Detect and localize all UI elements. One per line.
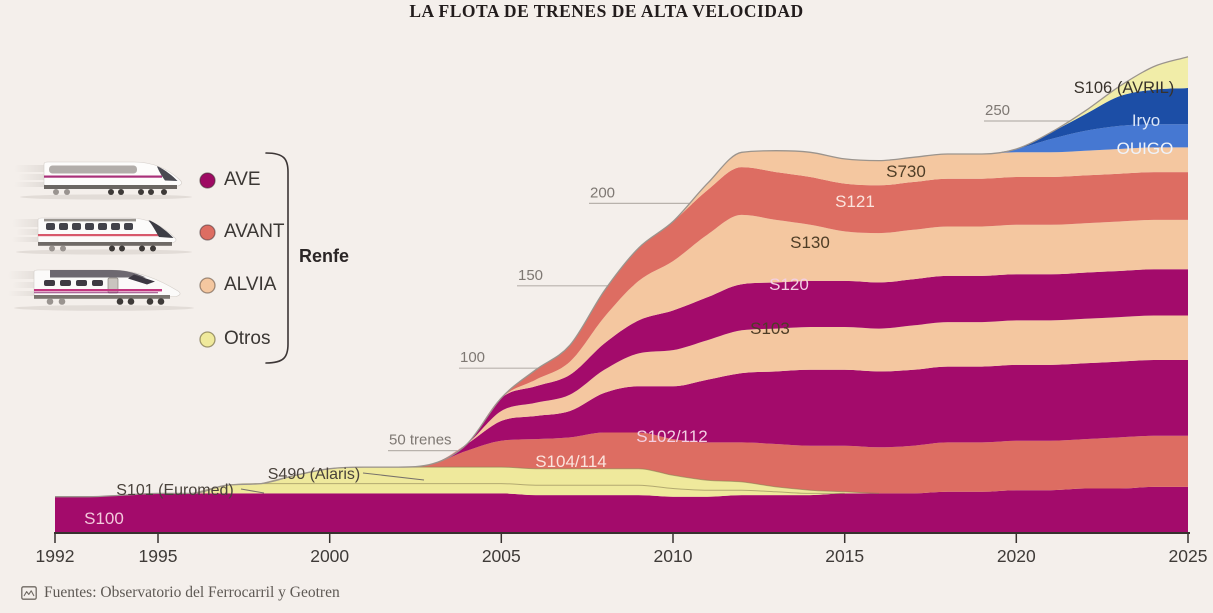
legend-item-otros: Otros: [199, 327, 270, 351]
series-label-s104_114: S104/114: [535, 452, 607, 471]
area-s103: [55, 315, 1188, 497]
legend-label-alvia: ALVIA: [224, 274, 277, 295]
legend-item-avant: AVANT: [199, 220, 285, 244]
roof-band: [44, 218, 136, 222]
avant-train-illustration: [12, 217, 192, 255]
wheels: [109, 245, 156, 252]
gridline-label-200: 200: [590, 184, 615, 201]
legend-item-alvia: ALVIA: [199, 273, 276, 297]
leader-s101_euromed: [240, 488, 265, 494]
series-label-s121: S121: [835, 192, 875, 211]
source-text: Fuentes: Observatorio del Ferrocarril y …: [44, 584, 340, 601]
window-row: [44, 280, 103, 286]
window-band: [49, 165, 137, 174]
livery-stripe: [34, 289, 162, 292]
underframe: [34, 295, 170, 299]
train-shadow: [20, 194, 192, 200]
window-row: [46, 223, 133, 230]
livery-stripe-thin: [34, 292, 158, 294]
windshield: [157, 166, 178, 181]
area-s490_alaris: [55, 467, 1188, 497]
series-label-s490_alaris: S490 (Alaris): [268, 466, 360, 483]
alvia-train-illustration: [8, 269, 194, 311]
ave-train-illustration: [14, 161, 192, 200]
x-axis: 1992 1995 2000 2005 2010 2015 2020 2025: [36, 532, 1208, 566]
x-tick-label-1992: 1992: [36, 546, 75, 566]
underframe: [38, 242, 172, 246]
series-label-s100: S100: [84, 509, 124, 528]
x-tick-label-2005: 2005: [482, 546, 521, 566]
series-labels: S100 S101 (Euromed) S490 (Alaris) S104/114 S…: [84, 79, 1174, 528]
area-s130: [55, 214, 1188, 497]
series-label-s106_avril: S106 (AVRIL): [1074, 79, 1175, 97]
wheels-faded: [49, 245, 66, 252]
train-shadow: [16, 249, 192, 255]
livery-stripe: [44, 175, 162, 178]
area-s104_114: [55, 432, 1188, 497]
legend-label-avant: AVANT: [224, 221, 285, 242]
livery-stripe: [38, 234, 164, 237]
source-footer: Fuentes: Observatorio del Ferrocarril y …: [21, 584, 340, 602]
total-envelope-line: [55, 56, 1189, 498]
series-label-s102_112: S102/112: [636, 427, 708, 446]
series-label-s130: S130: [790, 233, 830, 252]
series-label-s101_euromed: S101 (Euromed): [116, 482, 233, 499]
renfe-brand-label: Renfe: [299, 246, 350, 266]
roof-band: [50, 270, 146, 278]
area-iryo: [55, 88, 1188, 497]
alvia-color-dot: [199, 276, 216, 294]
stacked-areas: [55, 56, 1188, 533]
ave-color-dot: [199, 171, 216, 189]
area-s102_112: [55, 360, 1188, 497]
windshield: [148, 220, 174, 238]
windshield: [128, 274, 155, 285]
x-tick-label-2000: 2000: [310, 546, 349, 566]
area-s101_euromed: [55, 483, 1188, 497]
wheels: [116, 298, 165, 305]
area-s120: [55, 269, 1188, 497]
avant-color-dot: [199, 223, 216, 241]
legend-label-ave: AVE: [224, 169, 261, 190]
gridline-label-250: 250: [985, 102, 1010, 119]
gridline-label-50: 50 trenes: [389, 432, 452, 449]
otros-color-dot: [199, 330, 216, 348]
underframe: [44, 185, 177, 189]
x-tick-label-2015: 2015: [825, 546, 864, 566]
legend-label-otros: Otros: [224, 328, 271, 349]
leader-s490_alaris: [362, 472, 425, 481]
train-shadow: [14, 305, 194, 311]
gridline-label-150: 150: [518, 267, 543, 284]
wheels-faded: [53, 189, 70, 195]
image-icon: [21, 586, 37, 600]
legend-item-ave: AVE: [199, 168, 261, 192]
page-title: LA FLOTA DE TRENES DE ALTA VELOCIDAD: [409, 1, 804, 21]
x-tick-label-2010: 2010: [654, 546, 693, 566]
renfe-bracket: [265, 152, 289, 364]
area-s100: [55, 486, 1188, 533]
x-tick-label-2020: 2020: [997, 546, 1036, 566]
x-tick-label-1995: 1995: [139, 546, 178, 566]
gridline-label-100: 100: [460, 349, 485, 366]
x-tick-label-2025: 2025: [1169, 546, 1208, 566]
series-label-s120: S120: [769, 275, 809, 294]
series-label-ouigo: OUIGO: [1117, 139, 1174, 158]
divider-s101_euromed: [192, 483, 845, 494]
wheels-faded: [46, 298, 66, 305]
series-label-iryo: Iryo: [1132, 111, 1160, 130]
wheels: [108, 189, 167, 195]
area-s121: [55, 167, 1188, 497]
series-label-s730: S730: [886, 162, 926, 181]
series-label-s103: S103: [750, 319, 790, 338]
